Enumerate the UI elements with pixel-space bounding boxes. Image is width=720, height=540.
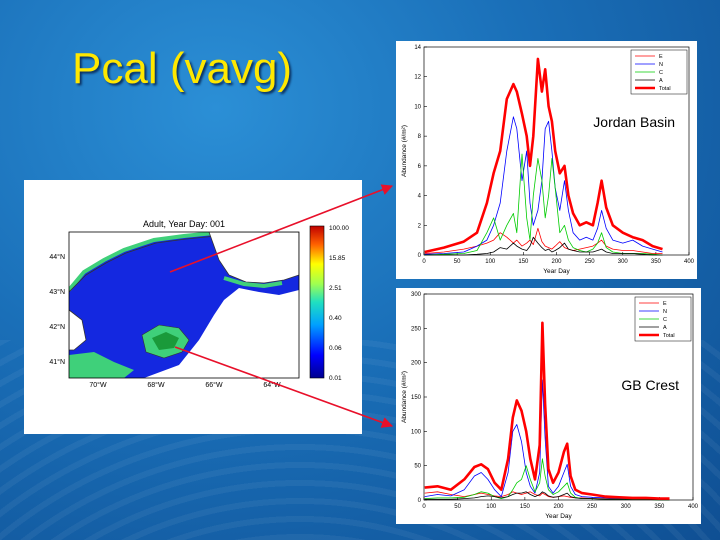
x-tick-label: 350 bbox=[654, 504, 665, 510]
x-tick-label: 200 bbox=[551, 259, 562, 265]
y-tick-label: 2 bbox=[418, 223, 422, 229]
y-tick-label: 14 bbox=[414, 45, 421, 51]
series-line-c bbox=[424, 153, 663, 256]
y-tick-label: 0 bbox=[418, 498, 422, 504]
legend-entry: Total bbox=[663, 333, 675, 339]
y-tick-label: 12 bbox=[414, 75, 421, 81]
y-tick-label: 300 bbox=[411, 292, 422, 298]
colorbar-label: 100.00 bbox=[329, 225, 349, 232]
x-tick-label: 100 bbox=[486, 504, 497, 510]
legend-entry: C bbox=[659, 70, 663, 76]
colorbar bbox=[309, 225, 325, 379]
x-axis-label: Year Day bbox=[545, 513, 572, 520]
map-title: Adult, Year Day: 001 bbox=[143, 219, 225, 229]
x-tick-label: 200 bbox=[553, 504, 564, 510]
series-line-a bbox=[424, 236, 663, 256]
x-tick-label: 150 bbox=[518, 259, 529, 265]
colorbar-label: 0.06 bbox=[329, 345, 342, 352]
x-tick-label: 300 bbox=[618, 259, 629, 265]
x-tick-label: 50 bbox=[454, 259, 461, 265]
x-tick-label: 250 bbox=[587, 504, 598, 510]
y-tick-label: 50 bbox=[414, 464, 421, 470]
x-tick-label: 400 bbox=[688, 504, 699, 510]
x-tick-label: 0 bbox=[422, 504, 426, 510]
lat-tick: 43°N bbox=[49, 288, 65, 296]
y-tick-label: 4 bbox=[418, 194, 422, 200]
lat-tick: 44°N bbox=[49, 253, 65, 261]
series-line-a bbox=[424, 491, 670, 501]
map-svg: Adult, Year Day: 001 bbox=[49, 219, 349, 389]
chart-annotation: Jordan Basin bbox=[593, 114, 675, 130]
cape-cod-land bbox=[69, 309, 87, 351]
colorbar-label: 0.01 bbox=[329, 375, 342, 382]
lon-tick: 68°W bbox=[147, 381, 165, 389]
lon-tick: 64°W bbox=[263, 381, 281, 389]
chart-annotation: GB Crest bbox=[621, 377, 679, 393]
legend-entry: N bbox=[659, 62, 663, 68]
x-tick-label: 250 bbox=[585, 259, 596, 265]
chart-jordan-basin: 0 50 100 150 200 250 300 350 400 0 2 4 6 8 10 12 14 Year … bbox=[396, 41, 697, 279]
legend-entry: C bbox=[663, 317, 667, 323]
series-line-total bbox=[424, 321, 670, 500]
y-tick-label: 200 bbox=[411, 361, 422, 367]
y-tick-label: 150 bbox=[411, 395, 422, 401]
map-panel: Adult, Year Day: 001 bbox=[24, 180, 362, 434]
y-tick-label: 250 bbox=[411, 326, 422, 332]
chart-gb-crest: 0 50 100 150 200 250 300 350 400 0 50 100 150 200 250 3… bbox=[396, 288, 701, 524]
series-line-total bbox=[424, 57, 663, 254]
x-axis-label: Year Day bbox=[543, 268, 570, 275]
legend-entry: E bbox=[659, 54, 663, 60]
chart-svg: 0 50 100 150 200 250 300 350 400 0 50 100 150 200 250 3… bbox=[401, 292, 699, 520]
x-tick-label: 350 bbox=[651, 259, 662, 265]
legend-entry: N bbox=[663, 309, 667, 315]
chart-svg: 0 50 100 150 200 250 300 350 400 0 2 4 6 8 10 12 14 Year … bbox=[401, 45, 695, 275]
colorbar-label: 15.85 bbox=[329, 255, 346, 262]
x-tick-label: 300 bbox=[621, 504, 632, 510]
legend-entry: Total bbox=[659, 86, 671, 92]
series-line-e bbox=[424, 227, 663, 254]
y-tick-label: 10 bbox=[414, 104, 421, 110]
y-tick-label: 6 bbox=[418, 164, 422, 170]
lat-tick: 41°N bbox=[49, 358, 65, 366]
y-tick-label: 100 bbox=[411, 429, 422, 435]
series-line-n bbox=[424, 116, 663, 255]
x-tick-label: 100 bbox=[485, 259, 496, 265]
legend-entry: A bbox=[663, 325, 667, 331]
y-axis-label: Abundance (#/m²) bbox=[401, 125, 408, 177]
lat-tick: 42°N bbox=[49, 323, 65, 331]
legend-entry: A bbox=[659, 78, 663, 84]
colorbar-label: 2.51 bbox=[329, 285, 342, 292]
x-tick-label: 400 bbox=[684, 259, 695, 265]
x-tick-label: 0 bbox=[422, 259, 426, 265]
lon-tick: 66°W bbox=[205, 381, 223, 389]
lon-tick: 70°W bbox=[89, 381, 107, 389]
y-tick-label: 8 bbox=[418, 134, 422, 140]
slide-title: Pcal (vavg) bbox=[72, 44, 293, 93]
x-tick-label: 150 bbox=[520, 504, 531, 510]
x-tick-label: 50 bbox=[454, 504, 461, 510]
colorbar-label: 0.40 bbox=[329, 315, 342, 322]
y-tick-label: 0 bbox=[418, 253, 422, 259]
legend-entry: E bbox=[663, 301, 667, 307]
y-axis-label: Abundance (#/m²) bbox=[401, 371, 408, 423]
